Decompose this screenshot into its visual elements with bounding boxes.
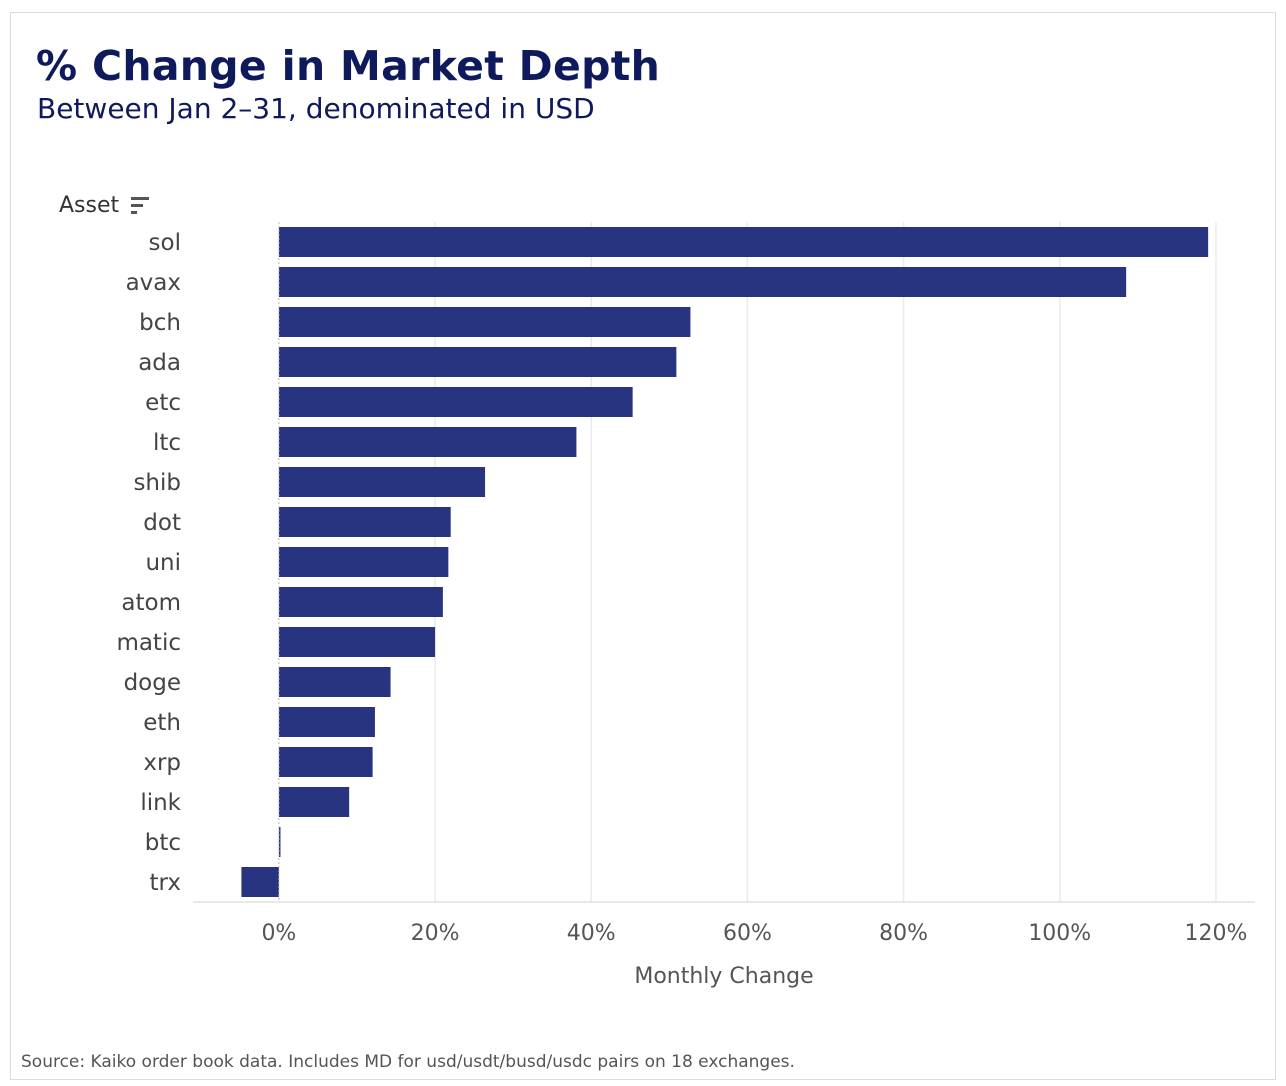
category-label-link: link — [140, 790, 181, 816]
bar-shib[interactable] — [278, 467, 486, 497]
bar-ada[interactable] — [278, 347, 677, 377]
sort-icon[interactable] — [131, 196, 151, 216]
source-note: Source: Kaiko order book data. Includes … — [21, 1052, 795, 1072]
bar-xrp[interactable] — [278, 747, 373, 777]
category-label-uni: uni — [145, 550, 181, 576]
category-label-sol: sol — [149, 230, 181, 256]
chart-frame — [10, 12, 1276, 1080]
category-label-doge: doge — [124, 670, 181, 696]
bar-doge[interactable] — [278, 667, 391, 697]
y-axis-header[interactable]: Asset — [59, 193, 120, 218]
category-label-atom: atom — [121, 590, 181, 616]
category-label-eth: eth — [143, 710, 181, 736]
bar-etc[interactable] — [278, 387, 633, 417]
category-label-ada: ada — [138, 350, 181, 376]
category-label-btc: btc — [145, 830, 181, 856]
x-tick-label: 60% — [723, 921, 772, 946]
bar-dot[interactable] — [278, 507, 451, 537]
x-axis-title: Monthly Change — [634, 964, 813, 989]
bar-uni[interactable] — [278, 547, 449, 577]
category-label-etc: etc — [145, 390, 181, 416]
category-label-ltc: ltc — [153, 430, 181, 456]
bar-bch[interactable] — [278, 307, 691, 337]
category-label-dot: dot — [143, 510, 181, 536]
category-label-bch: bch — [139, 310, 181, 336]
bar-eth[interactable] — [278, 707, 375, 737]
bar-link[interactable] — [278, 787, 350, 817]
x-tick-label: 40% — [567, 921, 616, 946]
x-tick-label: 120% — [1185, 921, 1248, 946]
category-label-matic: matic — [116, 630, 181, 656]
bar-atom[interactable] — [278, 587, 443, 617]
x-tick-label: 20% — [411, 921, 460, 946]
chart-title: % Change in Market Depth — [36, 42, 661, 90]
category-label-avax: avax — [126, 270, 181, 296]
bar-avax[interactable] — [278, 267, 1127, 297]
category-label-trx: trx — [150, 870, 181, 896]
bar-sol[interactable] — [278, 227, 1209, 257]
bar-matic[interactable] — [278, 627, 436, 657]
bar-ltc[interactable] — [278, 427, 577, 457]
category-label-shib: shib — [133, 470, 181, 496]
bar-btc[interactable] — [278, 827, 281, 857]
x-tick-label: 80% — [879, 921, 928, 946]
bar-trx[interactable] — [241, 867, 279, 897]
category-label-xrp: xrp — [143, 750, 181, 776]
chart-subtitle: Between Jan 2–31, denominated in USD — [37, 92, 595, 125]
x-tick-label: 100% — [1028, 921, 1091, 946]
x-tick-label: 0% — [261, 921, 296, 946]
